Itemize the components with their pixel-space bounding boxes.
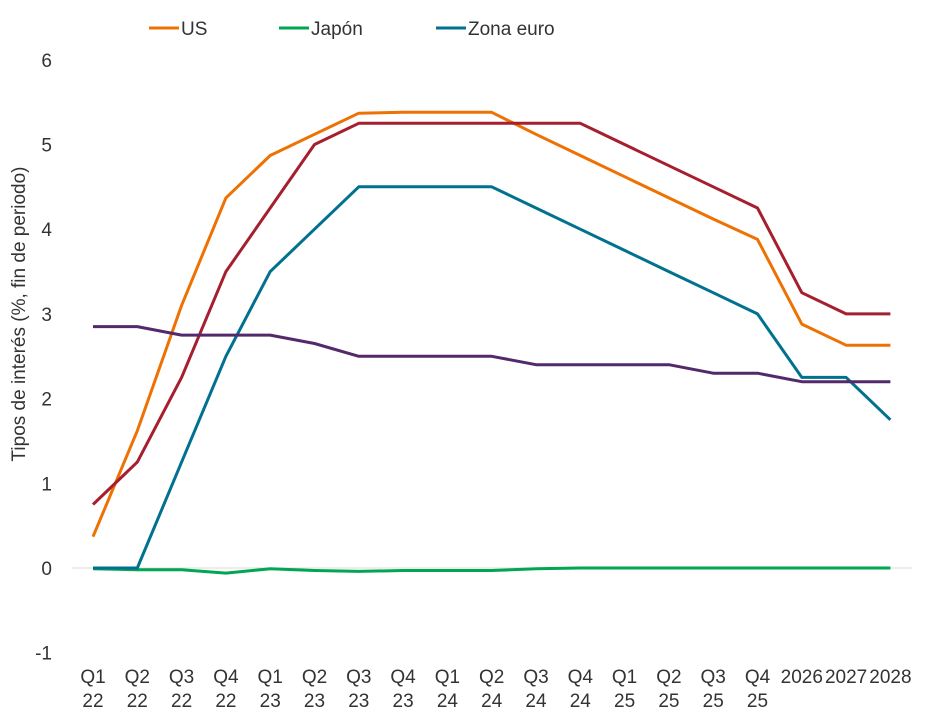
x-tick-label-year: 25: [614, 691, 635, 712]
x-tick-label-year: 22: [127, 691, 148, 712]
x-tick-label: Q4: [390, 667, 416, 688]
y-tick-label: 5: [41, 136, 52, 157]
y-axis: -1 0 1 2 3 4 5 6: [35, 51, 52, 665]
x-tick-label: Q1: [80, 667, 105, 688]
y-tick-label: -1: [35, 644, 52, 665]
legend: US Japón Zona euro: [149, 19, 555, 40]
x-tick-label: Q2: [125, 667, 150, 688]
y-tick-label: 3: [41, 305, 52, 326]
legend-label: Japón: [311, 19, 363, 40]
x-tick-label-year: 23: [348, 691, 369, 712]
series-line-zona-euro: [93, 185, 892, 570]
x-tick-label-year: 25: [747, 691, 768, 712]
x-tick-label-year: 22: [82, 691, 103, 712]
x-tick-label-year: 23: [393, 691, 414, 712]
x-tick-label-year: 25: [703, 691, 724, 712]
x-tick-label-year: 25: [658, 691, 679, 712]
x-tick-label: Q4: [745, 667, 771, 688]
x-tick-label: Q3: [169, 667, 194, 688]
x-tick-label: 2026: [781, 667, 823, 688]
y-tick-label: 6: [41, 51, 52, 72]
y-tick-label: 1: [41, 474, 52, 495]
legend-label: US: [181, 19, 207, 40]
x-tick-label-year: 24: [525, 691, 547, 712]
x-tick-label-year: 24: [437, 691, 459, 712]
x-axis: Q1 22 Q2 22 Q3 22 Q4 22 Q1 23 Q2 23 Q3 23 Q4 23 Q1 24 Q2 24…: [80, 667, 911, 712]
series-lines: [91, 110, 892, 575]
x-tick-label: 2027: [825, 667, 867, 688]
x-tick-label: Q4: [213, 667, 239, 688]
x-tick-label-year: 22: [171, 691, 192, 712]
x-tick-label: 2028: [869, 667, 911, 688]
y-axis-label: Tipos de interés (%, fin de periodo): [9, 166, 30, 461]
y-tick-label: 2: [41, 390, 52, 411]
x-tick-label: Q2: [302, 667, 327, 688]
x-tick-label: Q1: [612, 667, 637, 688]
x-tick-label-year: 24: [481, 691, 503, 712]
x-tick-label: Q1: [435, 667, 460, 688]
legend-label: Zona euro: [468, 19, 555, 40]
x-tick-label-year: 22: [215, 691, 236, 712]
x-tick-label: Q3: [346, 667, 371, 688]
series-line-unlabeled: [93, 325, 891, 384]
series-line-us: [91, 110, 891, 538]
x-tick-label: Q3: [523, 667, 548, 688]
x-tick-label-year: 23: [304, 691, 325, 712]
x-tick-label: Q2: [656, 667, 681, 688]
series-line-japón: [92, 566, 891, 575]
series-line-unlabeled: [91, 121, 891, 506]
x-tick-label: Q3: [701, 667, 726, 688]
y-tick-label: 0: [41, 559, 52, 580]
x-tick-label: Q2: [479, 667, 504, 688]
x-tick-label: Q1: [258, 667, 283, 688]
x-tick-label-year: 23: [260, 691, 281, 712]
x-tick-label: Q4: [568, 667, 594, 688]
y-tick-label: 4: [41, 220, 52, 241]
x-tick-label-year: 24: [570, 691, 592, 712]
